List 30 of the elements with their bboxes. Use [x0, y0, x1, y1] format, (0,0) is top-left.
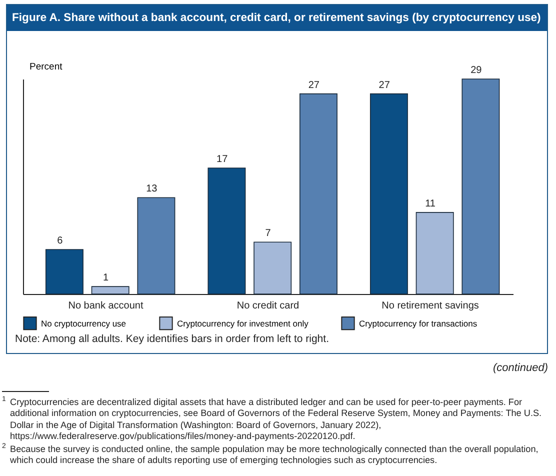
bar	[416, 212, 454, 294]
bar	[137, 197, 176, 294]
bar	[299, 93, 338, 294]
data-label: 27	[378, 80, 390, 91]
bar	[208, 168, 246, 294]
chart-title: Figure A. Share without a bank account, credit card, or retirement savings (by cryptocurrency use)	[7, 5, 547, 31]
data-label: 7	[265, 228, 272, 240]
legend-label: No cryptocurrency use	[41, 318, 126, 328]
data-label: 29	[470, 65, 482, 76]
bar	[370, 93, 408, 294]
text: Note: Among all adults. Key identifies bars in order from left to right.	[15, 333, 329, 345]
data-label: 17	[216, 154, 228, 165]
data-label: 27	[308, 80, 320, 91]
data-label: 11	[425, 198, 436, 210]
x-tick-label: No credit card	[236, 300, 300, 312]
text: $^{2}$ Because the survey is conducted online, the sample population may be more technologically connected than the overall population, which could increase the share of adults reporting use of emerging technologies such as cryptocurrencies.	[2, 442, 540, 467]
text: (continued)	[492, 362, 548, 374]
data-label: 13	[146, 184, 158, 195]
legend-label: Cryptocurrency for investment only	[177, 318, 310, 328]
data-label: 6	[57, 236, 64, 247]
x-tick-label: No bank account	[68, 300, 144, 312]
x-tick-label: No retirement savings	[382, 300, 479, 312]
bar	[462, 78, 500, 294]
text: $^{1}$ Cryptocurrencies are decentralized digital assets that have a distributed ledger and can be used for peer-to-peer payments. For additional information on cryptocurrencies, see Board of Governors of the Federal Reserve System, Money and Payments: The U.S. Dollar in the Age of Digital Transformation (Washington: Board of Governors, January 2022), https://www.federalreserve.gov/publications/files/money-and-payments-20220120.pdf.	[2, 395, 543, 443]
y-axis-title: Percent	[30, 62, 63, 72]
bar	[254, 242, 292, 294]
data-label: 1	[102, 272, 109, 284]
legend-label: Cryptocurrency for transactions	[359, 318, 478, 328]
bar	[91, 286, 130, 294]
bar	[45, 249, 84, 294]
